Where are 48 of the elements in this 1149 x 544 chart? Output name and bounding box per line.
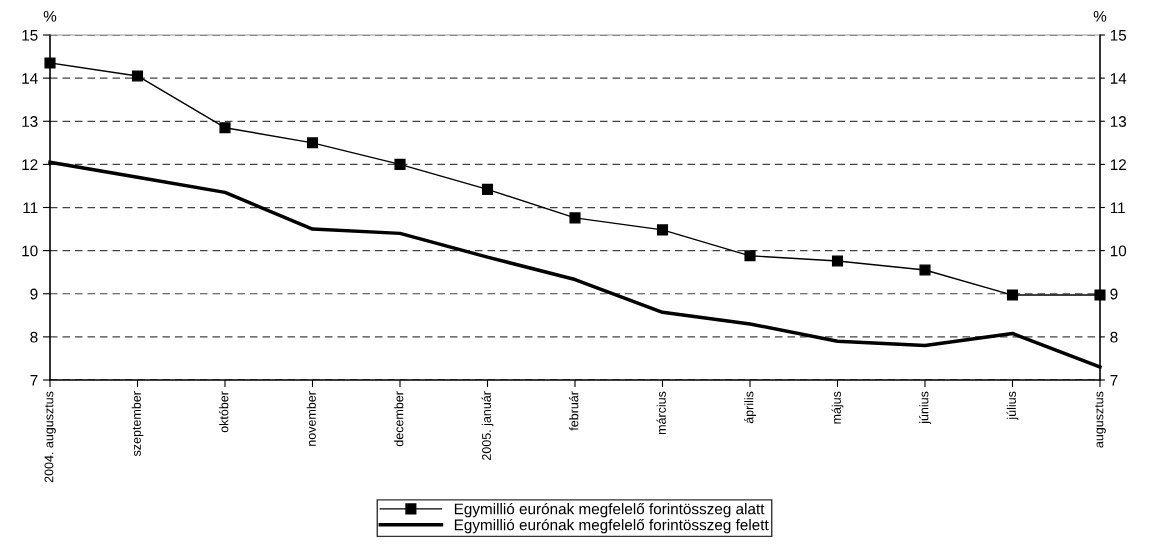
y-tick-label: 11 (23, 202, 38, 214)
y-tick-label: 10 (22, 245, 38, 257)
x-tick-label: 2004. augusztus (44, 391, 56, 483)
y2-tick-label: 15 (1110, 30, 1127, 41)
point (394, 158, 406, 170)
y2-tick-label: 10 (1110, 245, 1127, 257)
point (131, 70, 144, 82)
y2-axis-title: % (1093, 10, 1107, 22)
y-axis-title: % (43, 10, 57, 22)
point (656, 224, 669, 236)
x-tick-label: november (306, 391, 316, 446)
y2-tick-label: 8 (1110, 331, 1118, 343)
x-tick-label: 2005. január (481, 391, 494, 460)
legend-label: Egymillió eurónak megfelelő forintösszeg alatt (454, 502, 765, 518)
legend-label: Egymillió eurónak megfelelő forintösszeg felett (454, 518, 769, 534)
y2-tick-label: 13 (1110, 116, 1127, 127)
y2-tick-label: 9 (1110, 288, 1118, 300)
y-tick-label: 15 (22, 30, 38, 41)
x-tick-label: május (831, 391, 844, 424)
x-tick-label: április (744, 391, 756, 424)
x-tick-label: július (1006, 391, 1019, 420)
y2-tick-label: 14 (1110, 73, 1127, 84)
point (831, 255, 844, 267)
point (306, 137, 319, 149)
y2-tick-label: 7 (1110, 375, 1118, 386)
point (219, 122, 231, 134)
point (44, 57, 56, 69)
y-tick-label: 8 (30, 331, 38, 343)
y-tick-label: 14 (22, 73, 38, 84)
y2-tick-label: 11 (1110, 202, 1125, 214)
x-tick-label: augusztus (1095, 391, 1106, 448)
x-tick-label: március (656, 391, 666, 435)
y-tick-label: 12 (22, 159, 38, 170)
x-tick-label: június (919, 391, 931, 425)
point (744, 250, 756, 262)
x-tick-label: szeptember (131, 391, 144, 457)
y-tick-label: 13 (22, 116, 38, 127)
point (481, 183, 494, 195)
y-tick-label: 7 (30, 375, 38, 386)
point (1094, 289, 1106, 301)
point (569, 212, 581, 224)
y-tick-label: 9 (30, 288, 38, 300)
x-tick-label: február (569, 391, 579, 431)
x-tick-label: december (394, 391, 404, 447)
point (1006, 289, 1019, 301)
point (919, 264, 931, 276)
x-tick-label: október (219, 391, 229, 433)
y2-tick-label: 12 (1110, 159, 1126, 170)
